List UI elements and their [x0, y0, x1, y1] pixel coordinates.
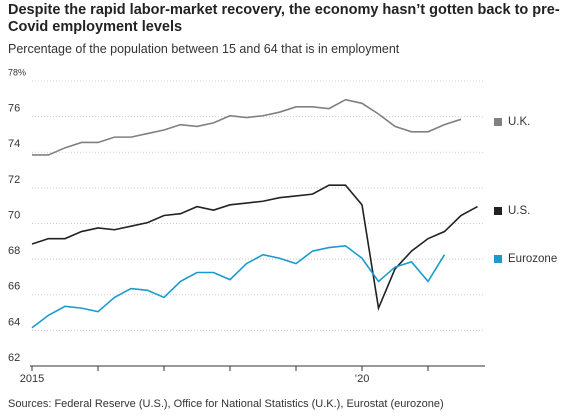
y-tick-label: 78% — [8, 67, 26, 77]
y-tick-label: 62 — [8, 352, 20, 364]
legend-swatch — [494, 207, 502, 215]
series-line — [31, 184, 478, 312]
y-tick-label: 76 — [8, 103, 20, 115]
series-line — [32, 98, 462, 156]
x-tick-label: 2015 — [20, 373, 44, 385]
y-tick-label: 66 — [8, 281, 20, 293]
legend-swatch — [494, 118, 502, 126]
chart-title: Despite the rapid labor-market recovery,… — [8, 2, 560, 35]
series-line — [31, 244, 446, 329]
x-tick-label: ’20 — [355, 373, 370, 385]
y-tick-label: 68 — [8, 245, 20, 257]
source-note: Sources: Federal Reserve (U.S.), Office … — [8, 398, 444, 410]
legend-swatch — [494, 255, 502, 263]
y-tick-label: 74 — [8, 138, 20, 150]
y-tick-label: 70 — [8, 209, 20, 221]
legend-label: U.S. — [508, 205, 530, 217]
y-tick-label: 72 — [8, 174, 20, 186]
legend-label: U.K. — [508, 116, 530, 128]
y-tick-label: 64 — [8, 316, 20, 328]
chart-subtitle: Percentage of the population between 15 … — [8, 42, 400, 56]
legend-label: Eurozone — [508, 253, 557, 265]
